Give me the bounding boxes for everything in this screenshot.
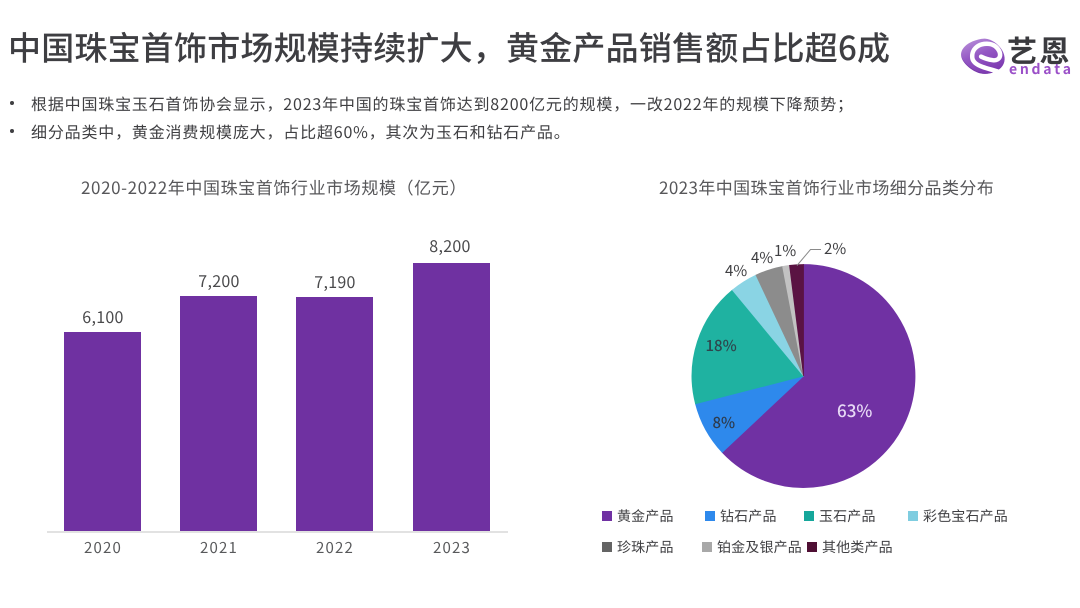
svg-text:63%: 63% <box>837 397 872 422</box>
svg-text:4%: 4% <box>725 260 747 281</box>
svg-text:1%: 1% <box>774 240 796 261</box>
svg-text:4%: 4% <box>751 247 773 268</box>
svg-text:8%: 8% <box>713 412 736 433</box>
svg-text:18%: 18% <box>706 335 737 356</box>
svg-text:2%: 2% <box>824 238 846 259</box>
